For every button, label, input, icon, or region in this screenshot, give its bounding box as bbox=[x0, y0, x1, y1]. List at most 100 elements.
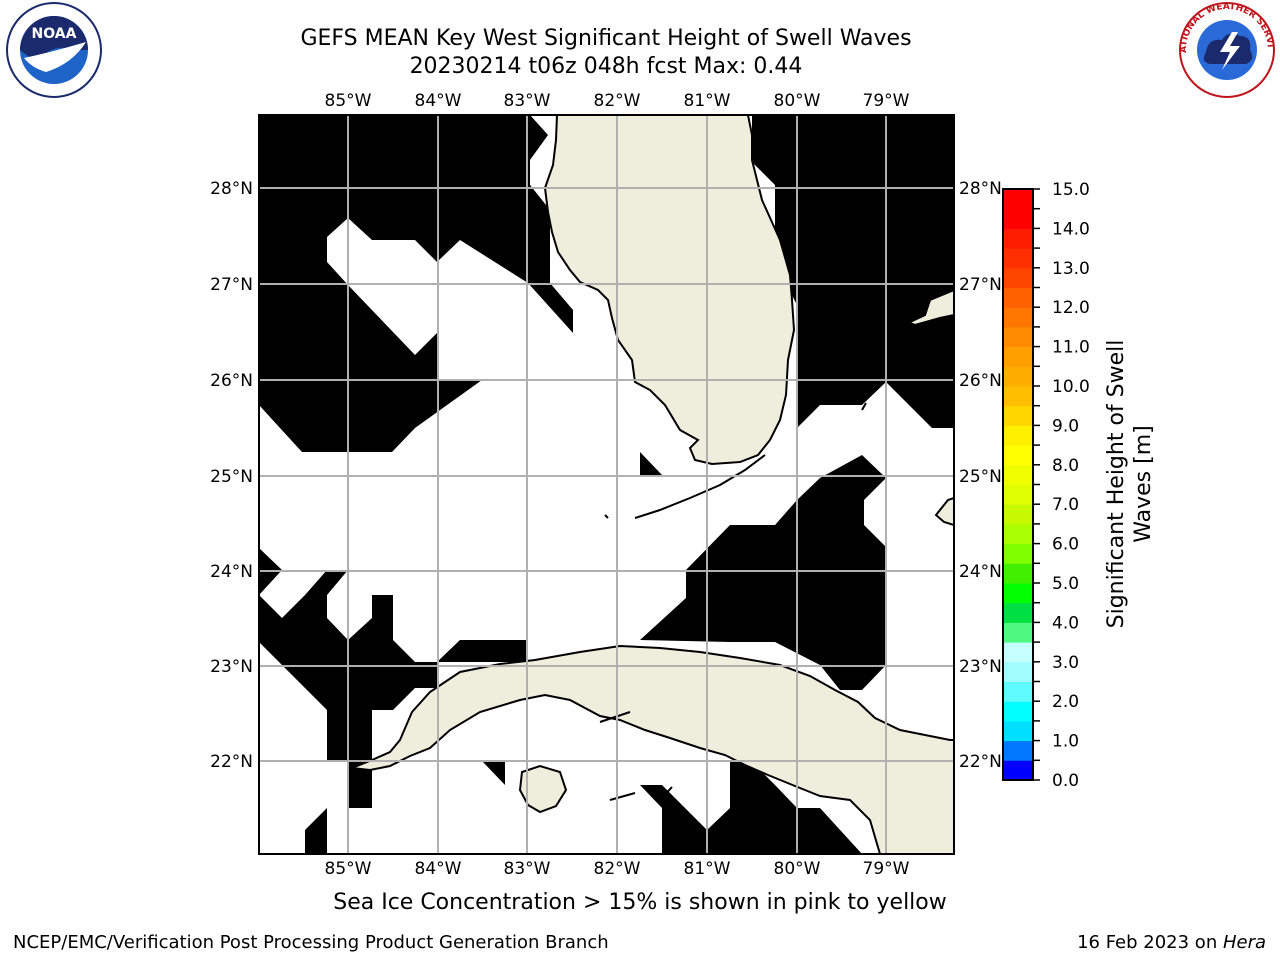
colorbar-swatch bbox=[1003, 701, 1033, 722]
swell-region-bay bbox=[528, 283, 573, 333]
lon-label-top: 81°W bbox=[684, 91, 731, 111]
colorbar-label-units: Waves [m] bbox=[1131, 425, 1156, 542]
latitude-labels-left: 28°N 27°N 26°N 25°N 24°N 23°N 22°N bbox=[210, 179, 253, 772]
swell-region-east bbox=[752, 115, 954, 428]
colorbar-ticks: 0.0 1.0 2.0 3.0 4.0 5.0 6.0 7.0 8.0 9.0 10.0 11.0 12… bbox=[1033, 180, 1090, 791]
colorbar-swatch bbox=[1003, 563, 1033, 584]
lat-label-right: 24°N bbox=[959, 562, 1002, 582]
lon-label-bottom: 84°W bbox=[415, 859, 462, 879]
lon-label-top: 85°W bbox=[325, 91, 372, 111]
swell-region-sw bbox=[259, 548, 527, 854]
chart-title: GEFS MEAN Key West Significant Height of… bbox=[300, 26, 912, 51]
latitude-labels-right: 28°N 27°N 26°N 25°N 24°N 23°N 22°N bbox=[959, 179, 1002, 772]
isla-de-la-juventud bbox=[518, 764, 568, 814]
colorbar-swatch bbox=[1003, 189, 1033, 210]
colorbar-tick-label: 2.0 bbox=[1052, 692, 1079, 712]
sea-ice-note: Sea Ice Concentration > 15% is shown in … bbox=[333, 890, 947, 915]
longitude-labels-bottom: 85°W 84°W 83°W 82°W 81°W 80°W 79°W bbox=[325, 859, 910, 879]
colorbar-tick-label: 12.0 bbox=[1052, 298, 1090, 318]
lat-label-left: 25°N bbox=[210, 467, 253, 487]
colorbar-swatches bbox=[1003, 189, 1033, 781]
lat-label-left: 28°N bbox=[210, 179, 253, 199]
lat-label-left: 22°N bbox=[210, 752, 253, 772]
colorbar-swatch bbox=[1003, 405, 1033, 426]
colorbar-tick-label: 15.0 bbox=[1052, 180, 1090, 200]
colorbar-tick-label: 3.0 bbox=[1052, 653, 1079, 673]
colorbar-swatch bbox=[1003, 681, 1033, 702]
colorbar-swatch bbox=[1003, 464, 1033, 485]
colorbar-swatch bbox=[1003, 366, 1033, 387]
lat-label-right: 23°N bbox=[959, 657, 1002, 677]
colorbar-swatch bbox=[1003, 248, 1033, 269]
lon-label-top: 80°W bbox=[774, 91, 821, 111]
lon-label-bottom: 82°W bbox=[594, 859, 641, 879]
lat-label-left: 23°N bbox=[210, 657, 253, 677]
chart-subtitle: 20230214 t06z 048h fcst Max: 0.44 bbox=[409, 54, 803, 79]
lon-label-top: 83°W bbox=[504, 91, 551, 111]
lat-label-right: 25°N bbox=[959, 467, 1002, 487]
colorbar-swatch bbox=[1003, 642, 1033, 663]
colorbar-swatch bbox=[1003, 504, 1033, 525]
swell-region-dot bbox=[640, 452, 662, 475]
colorbar-swatch bbox=[1003, 583, 1033, 604]
colorbar-swatch bbox=[1003, 307, 1033, 328]
noaa-logo: NOAA bbox=[6, 2, 102, 98]
colorbar-swatch bbox=[1003, 386, 1033, 407]
bahamas-grand bbox=[887, 288, 954, 327]
lon-label-bottom: 83°W bbox=[504, 859, 551, 879]
longitude-labels-top: 85°W 84°W 83°W 82°W 81°W 80°W 79°W bbox=[325, 91, 910, 111]
lon-label-bottom: 81°W bbox=[684, 859, 731, 879]
colorbar-swatch bbox=[1003, 661, 1033, 682]
lat-label-right: 27°N bbox=[959, 275, 1002, 295]
footer-branch: NCEP/EMC/Verification Post Processing Pr… bbox=[13, 932, 609, 953]
cuba bbox=[351, 644, 954, 854]
footer-date: 16 Feb 2023 on Hera bbox=[1077, 932, 1266, 953]
florida-peninsula bbox=[543, 115, 796, 466]
colorbar-swatch bbox=[1003, 445, 1033, 466]
lat-label-right: 22°N bbox=[959, 752, 1002, 772]
cuba-cays bbox=[599, 402, 867, 801]
colorbar-swatch bbox=[1003, 484, 1033, 505]
footer-host: Hera bbox=[1222, 932, 1266, 953]
colorbar-tick-label: 11.0 bbox=[1052, 338, 1090, 358]
colorbar-swatch bbox=[1003, 228, 1033, 249]
colorbar: 0.0 1.0 2.0 3.0 4.0 5.0 6.0 7.0 8.0 9.0 10.0 11.0 12… bbox=[1002, 180, 1156, 791]
lon-label-top: 84°W bbox=[415, 91, 462, 111]
colorbar-tick-label: 13.0 bbox=[1052, 259, 1090, 279]
colorbar-swatch bbox=[1003, 740, 1033, 761]
lon-label-top: 79°W bbox=[863, 91, 910, 111]
colorbar-tick-label: 1.0 bbox=[1052, 732, 1079, 752]
colorbar-tick-label: 5.0 bbox=[1052, 574, 1079, 594]
land-masses bbox=[351, 115, 954, 854]
bahamas-andros bbox=[934, 496, 954, 527]
colorbar-swatch bbox=[1003, 760, 1033, 781]
colorbar-swatch bbox=[1003, 523, 1033, 545]
colorbar-tick-label: 8.0 bbox=[1052, 456, 1079, 476]
map-frame bbox=[258, 114, 955, 855]
colorbar-swatch bbox=[1003, 326, 1033, 348]
map-area bbox=[258, 114, 955, 855]
colorbar-tick-label: 0.0 bbox=[1052, 771, 1079, 791]
footer-date-text: 16 Feb 2023 on bbox=[1077, 932, 1223, 953]
lon-label-bottom: 85°W bbox=[325, 859, 372, 879]
florida-keys bbox=[634, 454, 766, 519]
swell-region-nw bbox=[259, 115, 550, 452]
swell-region-south bbox=[640, 762, 862, 854]
lat-label-right: 28°N bbox=[959, 179, 1002, 199]
gridlines bbox=[259, 115, 954, 854]
colorbar-tick-label: 14.0 bbox=[1052, 219, 1090, 239]
swell-wave-regions bbox=[259, 115, 954, 854]
colorbar-swatch bbox=[1003, 602, 1033, 623]
colorbar-tick-label: 6.0 bbox=[1052, 535, 1079, 555]
lat-label-left: 27°N bbox=[210, 275, 253, 295]
lat-label-left: 26°N bbox=[210, 371, 253, 391]
noaa-logo-text: NOAA bbox=[32, 26, 77, 42]
colorbar-tick-label: 7.0 bbox=[1052, 495, 1079, 515]
lat-label-right: 26°N bbox=[959, 371, 1002, 391]
dry-tortugas bbox=[604, 514, 609, 519]
colorbar-tick-label: 4.0 bbox=[1052, 613, 1079, 633]
colorbar-swatch bbox=[1003, 720, 1033, 742]
colorbar-swatch bbox=[1003, 425, 1033, 446]
nws-logo: NATIONAL WEATHER SERVICE bbox=[1176, 2, 1275, 98]
